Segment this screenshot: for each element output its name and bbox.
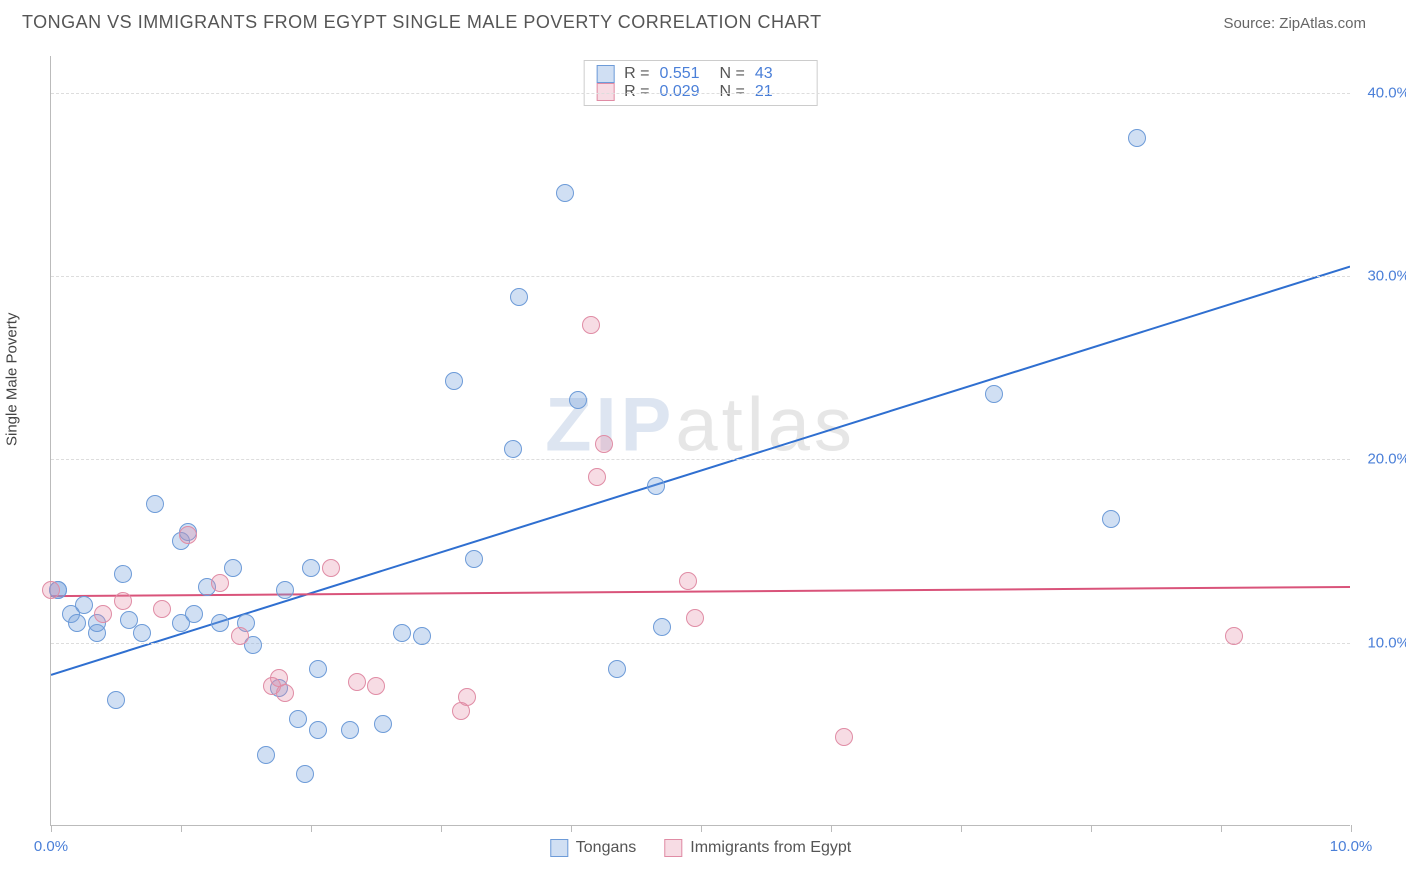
series-legend-item: Tongans bbox=[550, 839, 637, 857]
data-point bbox=[588, 468, 606, 486]
watermark: ZIPatlas bbox=[545, 382, 856, 469]
x-tick bbox=[441, 825, 442, 832]
data-point bbox=[211, 574, 229, 592]
series-legend-item: Immigrants from Egypt bbox=[664, 839, 851, 857]
x-tick bbox=[1351, 825, 1352, 832]
data-point bbox=[1102, 510, 1120, 528]
x-tick-label: 10.0% bbox=[1330, 838, 1373, 855]
chart-title: TONGAN VS IMMIGRANTS FROM EGYPT SINGLE M… bbox=[22, 12, 822, 33]
data-point bbox=[94, 605, 112, 623]
data-point bbox=[510, 288, 528, 306]
y-tick-label: 40.0% bbox=[1367, 84, 1406, 101]
gridline bbox=[51, 459, 1350, 460]
x-tick bbox=[181, 825, 182, 832]
data-point bbox=[985, 385, 1003, 403]
data-point bbox=[569, 391, 587, 409]
data-point bbox=[686, 609, 704, 627]
x-tick bbox=[961, 825, 962, 832]
data-point bbox=[1225, 627, 1243, 645]
watermark-atlas: atlas bbox=[675, 383, 856, 468]
data-point bbox=[647, 477, 665, 495]
y-tick-label: 20.0% bbox=[1367, 451, 1406, 468]
source-credit: Source: ZipAtlas.com bbox=[1223, 15, 1366, 32]
x-tick bbox=[51, 825, 52, 832]
data-point bbox=[556, 184, 574, 202]
x-tick bbox=[1091, 825, 1092, 832]
trend-line bbox=[51, 587, 1350, 596]
data-point bbox=[276, 581, 294, 599]
plot-area: ZIPatlas R =0.551N =43R =0.029N =21 Tong… bbox=[50, 56, 1350, 826]
series-label: Immigrants from Egypt bbox=[690, 839, 851, 857]
legend-swatch bbox=[550, 839, 568, 857]
data-point bbox=[653, 618, 671, 636]
data-point bbox=[367, 677, 385, 695]
header: TONGAN VS IMMIGRANTS FROM EGYPT SINGLE M… bbox=[0, 0, 1406, 41]
data-point bbox=[309, 721, 327, 739]
stat-n-value: 43 bbox=[755, 65, 805, 83]
x-tick-label: 0.0% bbox=[34, 838, 68, 855]
data-point bbox=[595, 435, 613, 453]
watermark-zip: ZIP bbox=[545, 383, 675, 468]
data-point bbox=[75, 596, 93, 614]
data-point bbox=[146, 495, 164, 513]
series-label: Tongans bbox=[576, 839, 637, 857]
trend-lines bbox=[51, 56, 1350, 825]
stats-row: R = 0.551 N = 43 bbox=[596, 65, 805, 83]
stat-r-value: 0.551 bbox=[660, 65, 710, 83]
y-tick-label: 10.0% bbox=[1367, 634, 1406, 651]
series-legend: Tongans Immigrants from Egypt bbox=[550, 839, 851, 857]
data-point bbox=[322, 559, 340, 577]
stat-r-label: R = bbox=[624, 65, 649, 83]
data-point bbox=[185, 605, 203, 623]
data-point bbox=[42, 581, 60, 599]
data-point bbox=[679, 572, 697, 590]
data-point bbox=[458, 688, 476, 706]
data-point bbox=[68, 614, 86, 632]
data-point bbox=[107, 691, 125, 709]
data-point bbox=[289, 710, 307, 728]
y-tick-label: 30.0% bbox=[1367, 268, 1406, 285]
data-point bbox=[445, 372, 463, 390]
data-point bbox=[211, 614, 229, 632]
data-point bbox=[413, 627, 431, 645]
data-point bbox=[231, 627, 249, 645]
legend-swatch bbox=[596, 65, 614, 83]
data-point bbox=[224, 559, 242, 577]
x-tick bbox=[701, 825, 702, 832]
data-point bbox=[341, 721, 359, 739]
x-tick bbox=[571, 825, 572, 832]
data-point bbox=[153, 600, 171, 618]
x-tick bbox=[311, 825, 312, 832]
data-point bbox=[276, 684, 294, 702]
stats-legend: R =0.551N =43R =0.029N =21 bbox=[583, 60, 818, 106]
gridline bbox=[51, 276, 1350, 277]
data-point bbox=[114, 592, 132, 610]
data-point bbox=[504, 440, 522, 458]
data-point bbox=[179, 526, 197, 544]
data-point bbox=[465, 550, 483, 568]
data-point bbox=[374, 715, 392, 733]
data-point bbox=[309, 660, 327, 678]
data-point bbox=[302, 559, 320, 577]
data-point bbox=[608, 660, 626, 678]
data-point bbox=[348, 673, 366, 691]
data-point bbox=[114, 565, 132, 583]
data-point bbox=[257, 746, 275, 764]
x-tick bbox=[831, 825, 832, 832]
legend-swatch bbox=[664, 839, 682, 857]
data-point bbox=[393, 624, 411, 642]
x-tick bbox=[1221, 825, 1222, 832]
y-axis-label: Single Male Poverty bbox=[4, 313, 21, 446]
data-point bbox=[582, 316, 600, 334]
gridline bbox=[51, 93, 1350, 94]
data-point bbox=[835, 728, 853, 746]
data-point bbox=[133, 624, 151, 642]
stat-n-label: N = bbox=[720, 65, 745, 83]
data-point bbox=[296, 765, 314, 783]
data-point bbox=[1128, 129, 1146, 147]
